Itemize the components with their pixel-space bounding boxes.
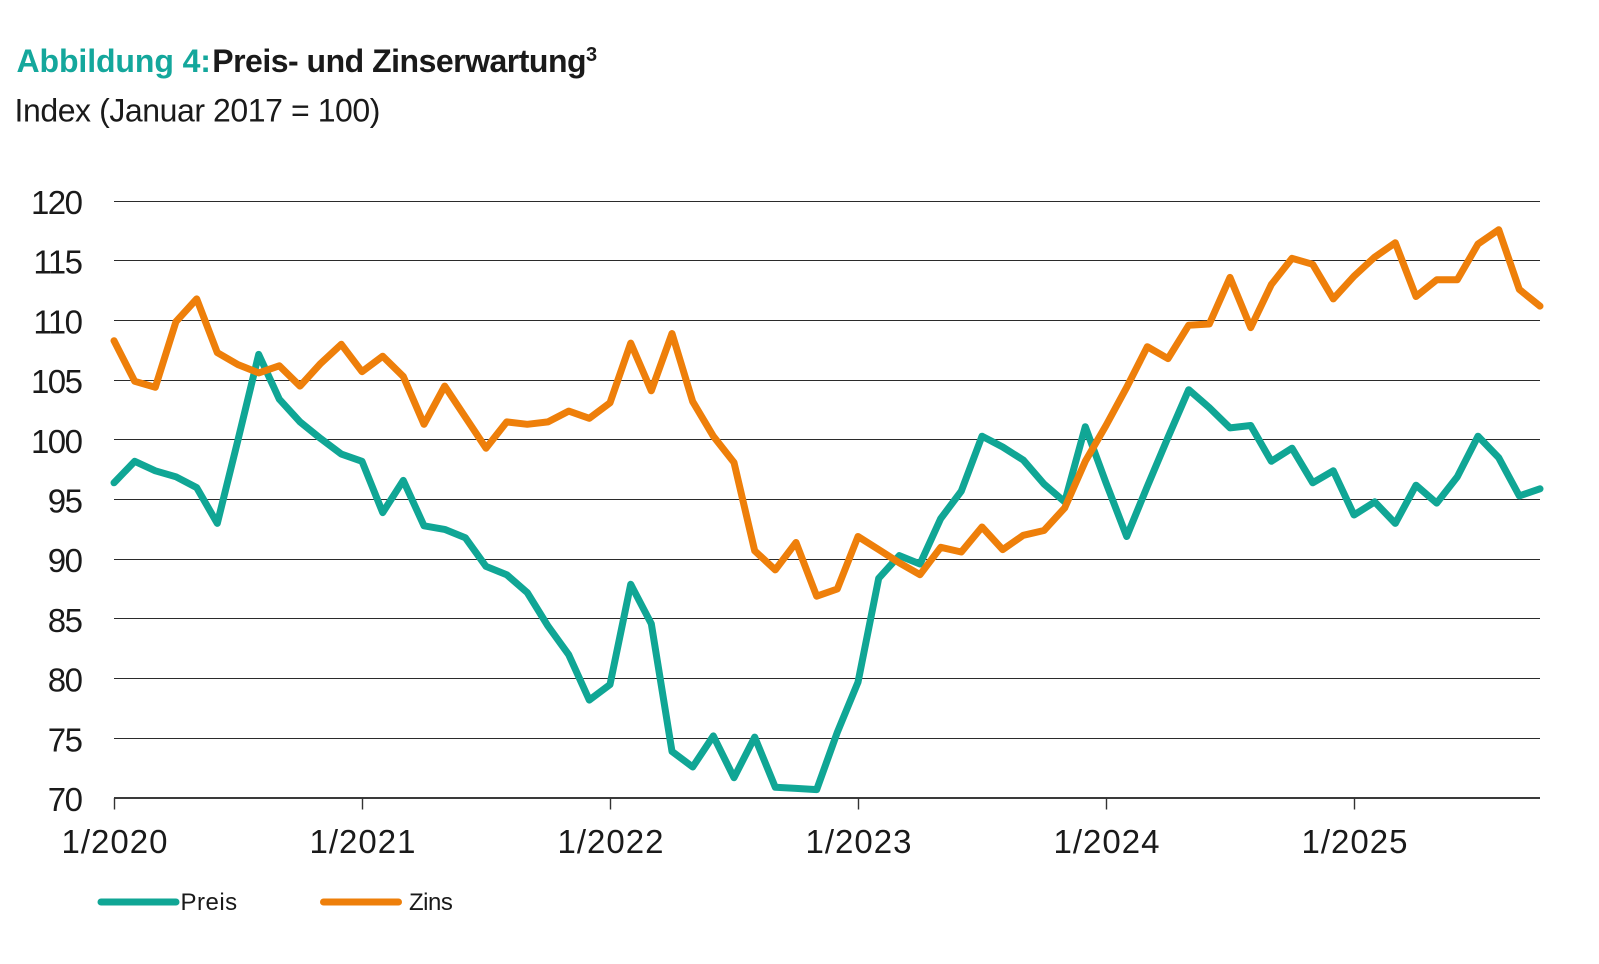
svg-text:110: 110	[33, 303, 82, 340]
svg-text:105: 105	[31, 363, 82, 400]
svg-text:Abbildung 4: Preis- und Zinser: Abbildung 4: Preis- und Zinserwartung3	[17, 43, 598, 79]
svg-text:1/2020: 1/2020	[62, 823, 169, 860]
svg-text:115: 115	[33, 244, 81, 281]
svg-text:Preis: Preis	[181, 889, 238, 916]
svg-text:100: 100	[31, 423, 83, 460]
svg-text:1/2023: 1/2023	[806, 823, 913, 860]
svg-text:90: 90	[48, 542, 83, 579]
svg-text:1/2025: 1/2025	[1302, 823, 1409, 860]
svg-text:Index (Januar 2017 = 100): Index (Januar 2017 = 100)	[15, 92, 381, 128]
svg-text:Zins: Zins	[409, 889, 453, 916]
svg-text:1/2022: 1/2022	[558, 823, 665, 860]
svg-text:70: 70	[48, 781, 83, 818]
svg-text:120: 120	[31, 184, 83, 221]
svg-text:1/2021: 1/2021	[310, 823, 417, 860]
svg-text:95: 95	[48, 483, 82, 520]
svg-text:80: 80	[48, 662, 83, 699]
svg-text:1/2024: 1/2024	[1054, 823, 1161, 860]
svg-text:85: 85	[48, 602, 82, 639]
svg-text:75: 75	[48, 721, 82, 758]
